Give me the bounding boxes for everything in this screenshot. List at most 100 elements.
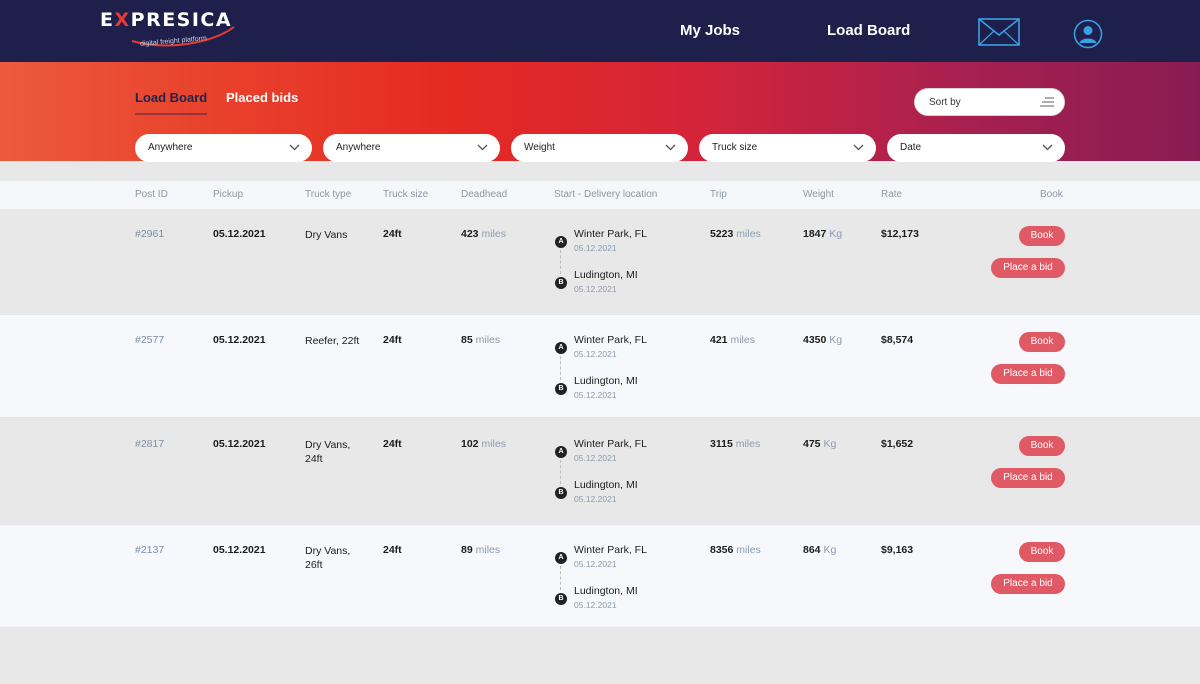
deadhead: 89 miles [461, 544, 501, 556]
trip-distance: 8356 miles [710, 544, 761, 556]
filter-destination-value: Anywhere [336, 142, 381, 153]
filter-weight-value: Weight [524, 142, 555, 153]
start-badge: A [555, 342, 567, 354]
col-weight: Weight [803, 189, 834, 200]
col-truck-type: Truck type [305, 189, 352, 200]
table-row: #2817 05.12.2021 Dry Vans, 24ft 24ft 102… [0, 419, 1200, 523]
truck-size: 24ft [383, 228, 402, 240]
col-book: Book [1040, 189, 1063, 200]
end-date: 05.12.2021 [574, 494, 617, 504]
rate: $12,173 [881, 228, 919, 240]
truck-size: 24ft [383, 544, 402, 556]
col-pickup: Pickup [213, 189, 244, 200]
deadhead: 85 miles [461, 334, 501, 346]
truck-type: Dry Vans, 26ft [305, 545, 351, 571]
post-id-link[interactable]: #2961 [135, 228, 165, 240]
rate: $9,163 [881, 544, 914, 556]
envelope-icon[interactable] [978, 18, 1020, 46]
start-badge: A [555, 446, 567, 458]
deadhead: 102 miles [461, 438, 506, 450]
trip-distance: 5223 miles [710, 228, 761, 240]
filter-destination[interactable]: Anywhere [323, 134, 500, 162]
place-bid-button[interactable]: Place a bid [991, 364, 1065, 384]
trip-distance: 421 miles [710, 334, 755, 346]
deadhead: 423 miles [461, 228, 506, 240]
weight: 4350 Kg [803, 334, 843, 346]
logo-swoosh-icon [131, 26, 235, 47]
sort-lines-icon [1040, 97, 1054, 107]
post-id-link[interactable]: #2817 [135, 438, 165, 450]
active-tab-indicator [135, 113, 207, 115]
truck-size: 24ft [383, 334, 402, 346]
end-city: Ludington, MI [574, 375, 638, 387]
end-city: Ludington, MI [574, 585, 638, 597]
tab-load-board[interactable]: Load Board [135, 90, 208, 105]
table-row: #2577 05.12.2021 Reefer, 22ft 24ft 85 mi… [0, 314, 1200, 418]
col-deadhead: Deadhead [461, 189, 508, 200]
sort-by-label: Sort by [929, 97, 961, 108]
post-id-link[interactable]: #2577 [135, 334, 165, 346]
book-button[interactable]: Book [1019, 226, 1065, 246]
user-circle-icon[interactable] [1073, 19, 1103, 49]
rate: $8,574 [881, 334, 914, 346]
sort-by-dropdown[interactable]: Sort by [914, 88, 1065, 116]
end-badge: B [555, 277, 567, 289]
pickup-date: 05.12.2021 [213, 544, 266, 556]
start-date: 05.12.2021 [574, 453, 617, 463]
truck-type: Dry Vans [305, 229, 348, 241]
book-button[interactable]: Book [1019, 332, 1065, 352]
post-id-link[interactable]: #2137 [135, 544, 165, 556]
route-line [560, 356, 562, 380]
col-trip: Trip [710, 189, 727, 200]
col-location: Start - Delivery location [554, 189, 658, 200]
chevron-down-icon [289, 144, 300, 151]
weight: 864 Kg [803, 544, 837, 556]
end-badge: B [555, 593, 567, 605]
table-row: #2137 05.12.2021 Dry Vans, 26ft 24ft 89 … [0, 524, 1200, 628]
chevron-down-icon [853, 144, 864, 151]
weight: 475 Kg [803, 438, 837, 450]
col-post-id: Post ID [135, 189, 168, 200]
filter-truck-size-value: Truck size [712, 142, 758, 153]
place-bid-button[interactable]: Place a bid [991, 258, 1065, 278]
trip-distance: 3115 miles [710, 438, 761, 450]
start-date: 05.12.2021 [574, 559, 617, 569]
start-city: Winter Park, FL [574, 438, 647, 450]
truck-type: Reefer, 22ft [305, 335, 360, 347]
truck-type: Dry Vans, 24ft [305, 439, 351, 465]
weight: 1847 Kg [803, 228, 843, 240]
place-bid-button[interactable]: Place a bid [991, 574, 1065, 594]
pickup-date: 05.12.2021 [213, 438, 266, 450]
top-navbar: EXPRESICA digital freight platform My Jo… [0, 0, 1200, 62]
start-city: Winter Park, FL [574, 334, 647, 346]
start-city: Winter Park, FL [574, 544, 647, 556]
chevron-down-icon [665, 144, 676, 151]
filter-date-value: Date [900, 142, 922, 153]
nav-load-board[interactable]: Load Board [827, 22, 911, 39]
start-city: Winter Park, FL [574, 228, 647, 240]
table-header: Post ID Pickup Truck type Truck size Dea… [0, 181, 1200, 209]
nav-my-jobs[interactable]: My Jobs [680, 22, 741, 39]
route-line [560, 566, 562, 590]
book-button[interactable]: Book [1019, 542, 1065, 562]
filter-origin[interactable]: Anywhere [135, 134, 312, 162]
book-button[interactable]: Book [1019, 436, 1065, 456]
filter-origin-value: Anywhere [148, 142, 193, 153]
tab-placed-bids[interactable]: Placed bids [226, 90, 299, 105]
end-date: 05.12.2021 [574, 284, 617, 294]
start-badge: A [555, 552, 567, 564]
brand-logo[interactable]: EXPRESICA digital freight platform [100, 9, 240, 55]
pickup-date: 05.12.2021 [213, 228, 266, 240]
chevron-down-icon [1042, 144, 1053, 151]
filter-weight[interactable]: Weight [511, 134, 688, 162]
table-row: #2961 05.12.2021 Dry Vans 24ft 423 miles… [0, 209, 1200, 313]
filter-date[interactable]: Date [887, 134, 1065, 162]
end-badge: B [555, 487, 567, 499]
start-badge: A [555, 236, 567, 248]
end-date: 05.12.2021 [574, 600, 617, 610]
place-bid-button[interactable]: Place a bid [991, 468, 1065, 488]
filter-truck-size[interactable]: Truck size [699, 134, 876, 162]
end-badge: B [555, 383, 567, 395]
end-city: Ludington, MI [574, 269, 638, 281]
end-city: Ludington, MI [574, 479, 638, 491]
